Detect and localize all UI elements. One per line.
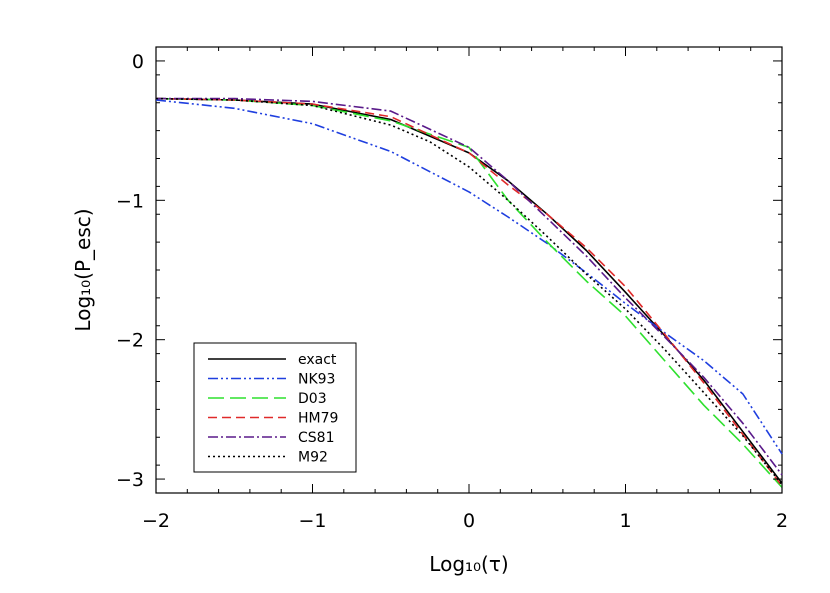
- series-layer: [155, 97, 783, 488]
- series-line-m92: [155, 97, 783, 486]
- legend-label-m92: M92: [298, 450, 328, 466]
- x-tick-label: −2: [142, 510, 170, 532]
- legend-label-nk93: NK93: [298, 372, 335, 388]
- x-tick-label: 0: [463, 510, 475, 532]
- y-axis-label: Log₁₀(P_esc): [71, 208, 95, 331]
- plot-area: [155, 46, 783, 494]
- legend-label-cs81: CS81: [298, 430, 334, 446]
- ticks-layer: [155, 46, 783, 494]
- x-tick-label: 1: [619, 510, 631, 532]
- y-tick-label: −1: [116, 190, 144, 212]
- series-line-cs81: [156, 97, 783, 476]
- legend-box: [193, 342, 357, 473]
- legend: exact NK93 D03 HM79 CS81 M92: [193, 342, 357, 473]
- series-line-hm79: [155, 97, 783, 487]
- y-tick-label: −3: [116, 469, 144, 491]
- x-tick-label: 2: [776, 510, 788, 532]
- x-tick-label: −1: [298, 510, 326, 532]
- x-axis-label: Log₁₀(τ): [429, 552, 508, 576]
- series-line-nk93: [155, 99, 783, 455]
- legend-label-hm79: HM79: [298, 411, 338, 427]
- y-tick-label: −2: [116, 330, 144, 352]
- legend-label-d03: D03: [298, 391, 327, 407]
- legend-label-exact: exact: [298, 352, 337, 368]
- y-tick-label: 0: [132, 51, 144, 73]
